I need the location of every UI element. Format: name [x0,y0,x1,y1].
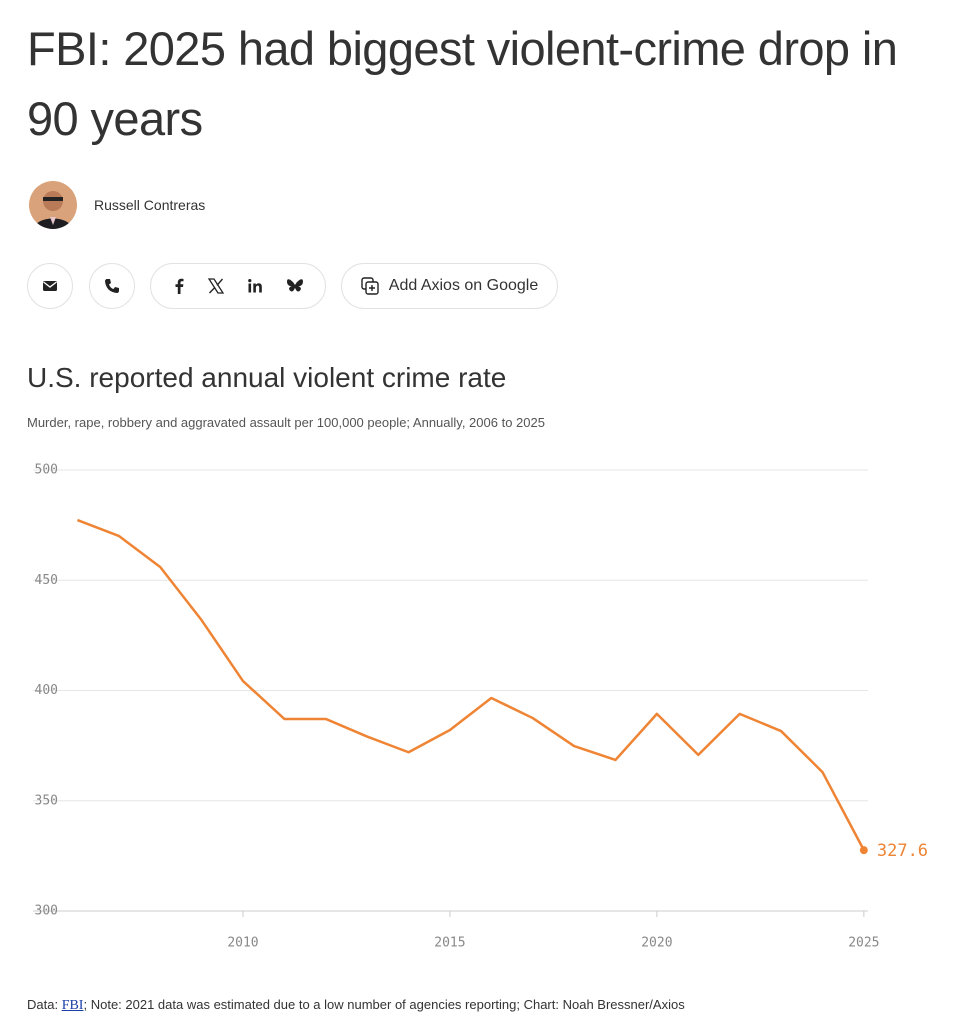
x-tick-label: 2025 [848,936,879,951]
author-name[interactable]: Russell Contreras [94,197,206,213]
author-avatar [29,181,77,229]
y-tick-label: 450 [35,573,58,588]
line [76,518,865,851]
x-tick-label: 2010 [227,936,258,951]
x-tick-label: 2015 [434,936,465,951]
x-tick-label: 2020 [641,936,672,951]
share-buttons [150,263,326,309]
chart-footer: Data: FBI; Note: 2021 data was estimated… [27,997,685,1014]
y-tick-label: 400 [35,683,58,698]
chart: 300 350 400 450 500 2010 2015 2020 2025 327.6 [33,463,928,951]
email-button[interactable] [27,263,73,309]
value-label: 327.6 [877,841,928,861]
source-link[interactable]: FBI [61,998,84,1013]
linkedin-icon[interactable] [247,278,263,294]
add-icon [361,277,379,295]
facebook-icon[interactable] [173,278,185,294]
phone-button[interactable] [89,263,135,309]
phone-icon [105,279,119,293]
add-google-label: Add Axios on Google [388,277,539,294]
email-icon [43,281,57,291]
chart-subtitle: Murder, rape, robbery and aggravated ass… [27,415,545,430]
end-point [859,846,868,855]
footer-note: ; Note: 2021 data was estimated due to a… [83,997,685,1012]
x-icon[interactable] [207,278,224,294]
footer-prefix: Data: [27,997,62,1012]
bluesky-icon[interactable] [286,278,304,294]
chart-title: U.S. reported annual violent crime rate [27,362,507,393]
add-google-button[interactable]: Add Axios on Google [341,263,558,309]
y-tick-label: 500 [35,463,58,478]
y-tick-label: 300 [35,904,58,919]
headline: FBI: 2025 had biggest violent-crime drop… [27,22,898,145]
y-tick-label: 350 [35,793,58,808]
